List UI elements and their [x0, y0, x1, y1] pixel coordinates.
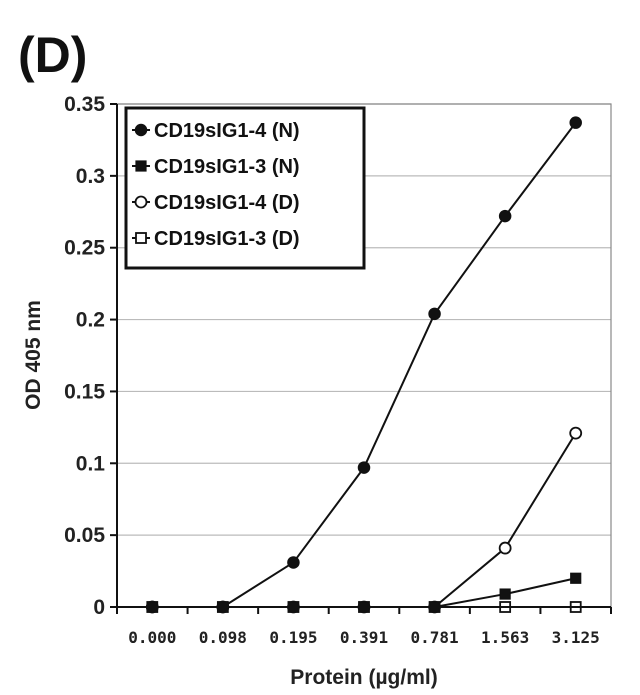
y-tick-label: 0.2	[76, 309, 105, 332]
legend-label: CD19sIG1-3 (N)	[154, 156, 300, 178]
legend-marker	[134, 195, 148, 209]
series-line-3	[152, 432, 577, 608]
legend-item: CD19sIG1-4 (N)	[132, 120, 300, 142]
legend-label: CD19sIG1-3 (D)	[154, 228, 300, 250]
x-tick-label: 3.125	[552, 628, 600, 647]
y-tick-label: 0.3	[76, 165, 105, 188]
x-tick-label: 1.563	[481, 628, 529, 647]
x-tick-label: 0.195	[269, 628, 317, 647]
legend-item: CD19sIG1-3 (D)	[132, 228, 300, 250]
data-point-series-1	[569, 116, 582, 129]
legend-box	[124, 106, 366, 270]
x-tick-label: 0.000	[128, 628, 176, 647]
x-axis-title: Protein (µg/ml)	[290, 666, 437, 689]
panel-label: (D)	[18, 27, 87, 83]
data-point-series-3	[498, 541, 512, 555]
x-axis-tick-labels: 0.000 0.098 0.195 0.391 0.781 1.563 3.125	[116, 607, 612, 647]
legend-item: CD19sIG1-3 (N)	[132, 156, 300, 178]
x-tick-label: 0.391	[340, 628, 388, 647]
y-tick-label: 0.05	[64, 524, 105, 547]
legend-marker	[135, 232, 147, 244]
y-tick-label: 0.15	[64, 380, 105, 403]
data-point-series-2	[570, 572, 582, 584]
x-tick-label: 0.098	[199, 628, 247, 647]
data-point-series-1	[428, 307, 441, 321]
legend-marker	[134, 123, 148, 137]
y-tick-label: 0	[93, 596, 105, 619]
legend-item: CD19sIG1-4 (D)	[132, 192, 300, 214]
data-point-series-3	[569, 426, 583, 440]
y-axis-tick-labels: 0 0.05 0.1 0.15 0.2 0.25 0.3 0.35	[64, 93, 117, 619]
y-axis-title: OD 405 nm	[22, 300, 45, 410]
data-point-series-2	[499, 588, 511, 600]
y-tick-label: 0.35	[64, 93, 105, 116]
data-point-series-1	[287, 556, 300, 569]
legend-marker	[135, 160, 147, 172]
legend-label: CD19sIG1-4 (N)	[154, 120, 300, 142]
y-tick-label: 0.1	[76, 452, 106, 475]
legend: CD19sIG1-4 (N) CD19sIG1-3 (N) CD19sIG1-4 (…	[124, 106, 366, 270]
x-tick-label: 0.781	[410, 628, 458, 647]
y-tick-label: 0.25	[64, 237, 105, 260]
legend-label: CD19sIG1-4 (D)	[154, 192, 300, 214]
data-point-series-1	[357, 461, 371, 474]
data-point-series-1	[498, 209, 512, 223]
